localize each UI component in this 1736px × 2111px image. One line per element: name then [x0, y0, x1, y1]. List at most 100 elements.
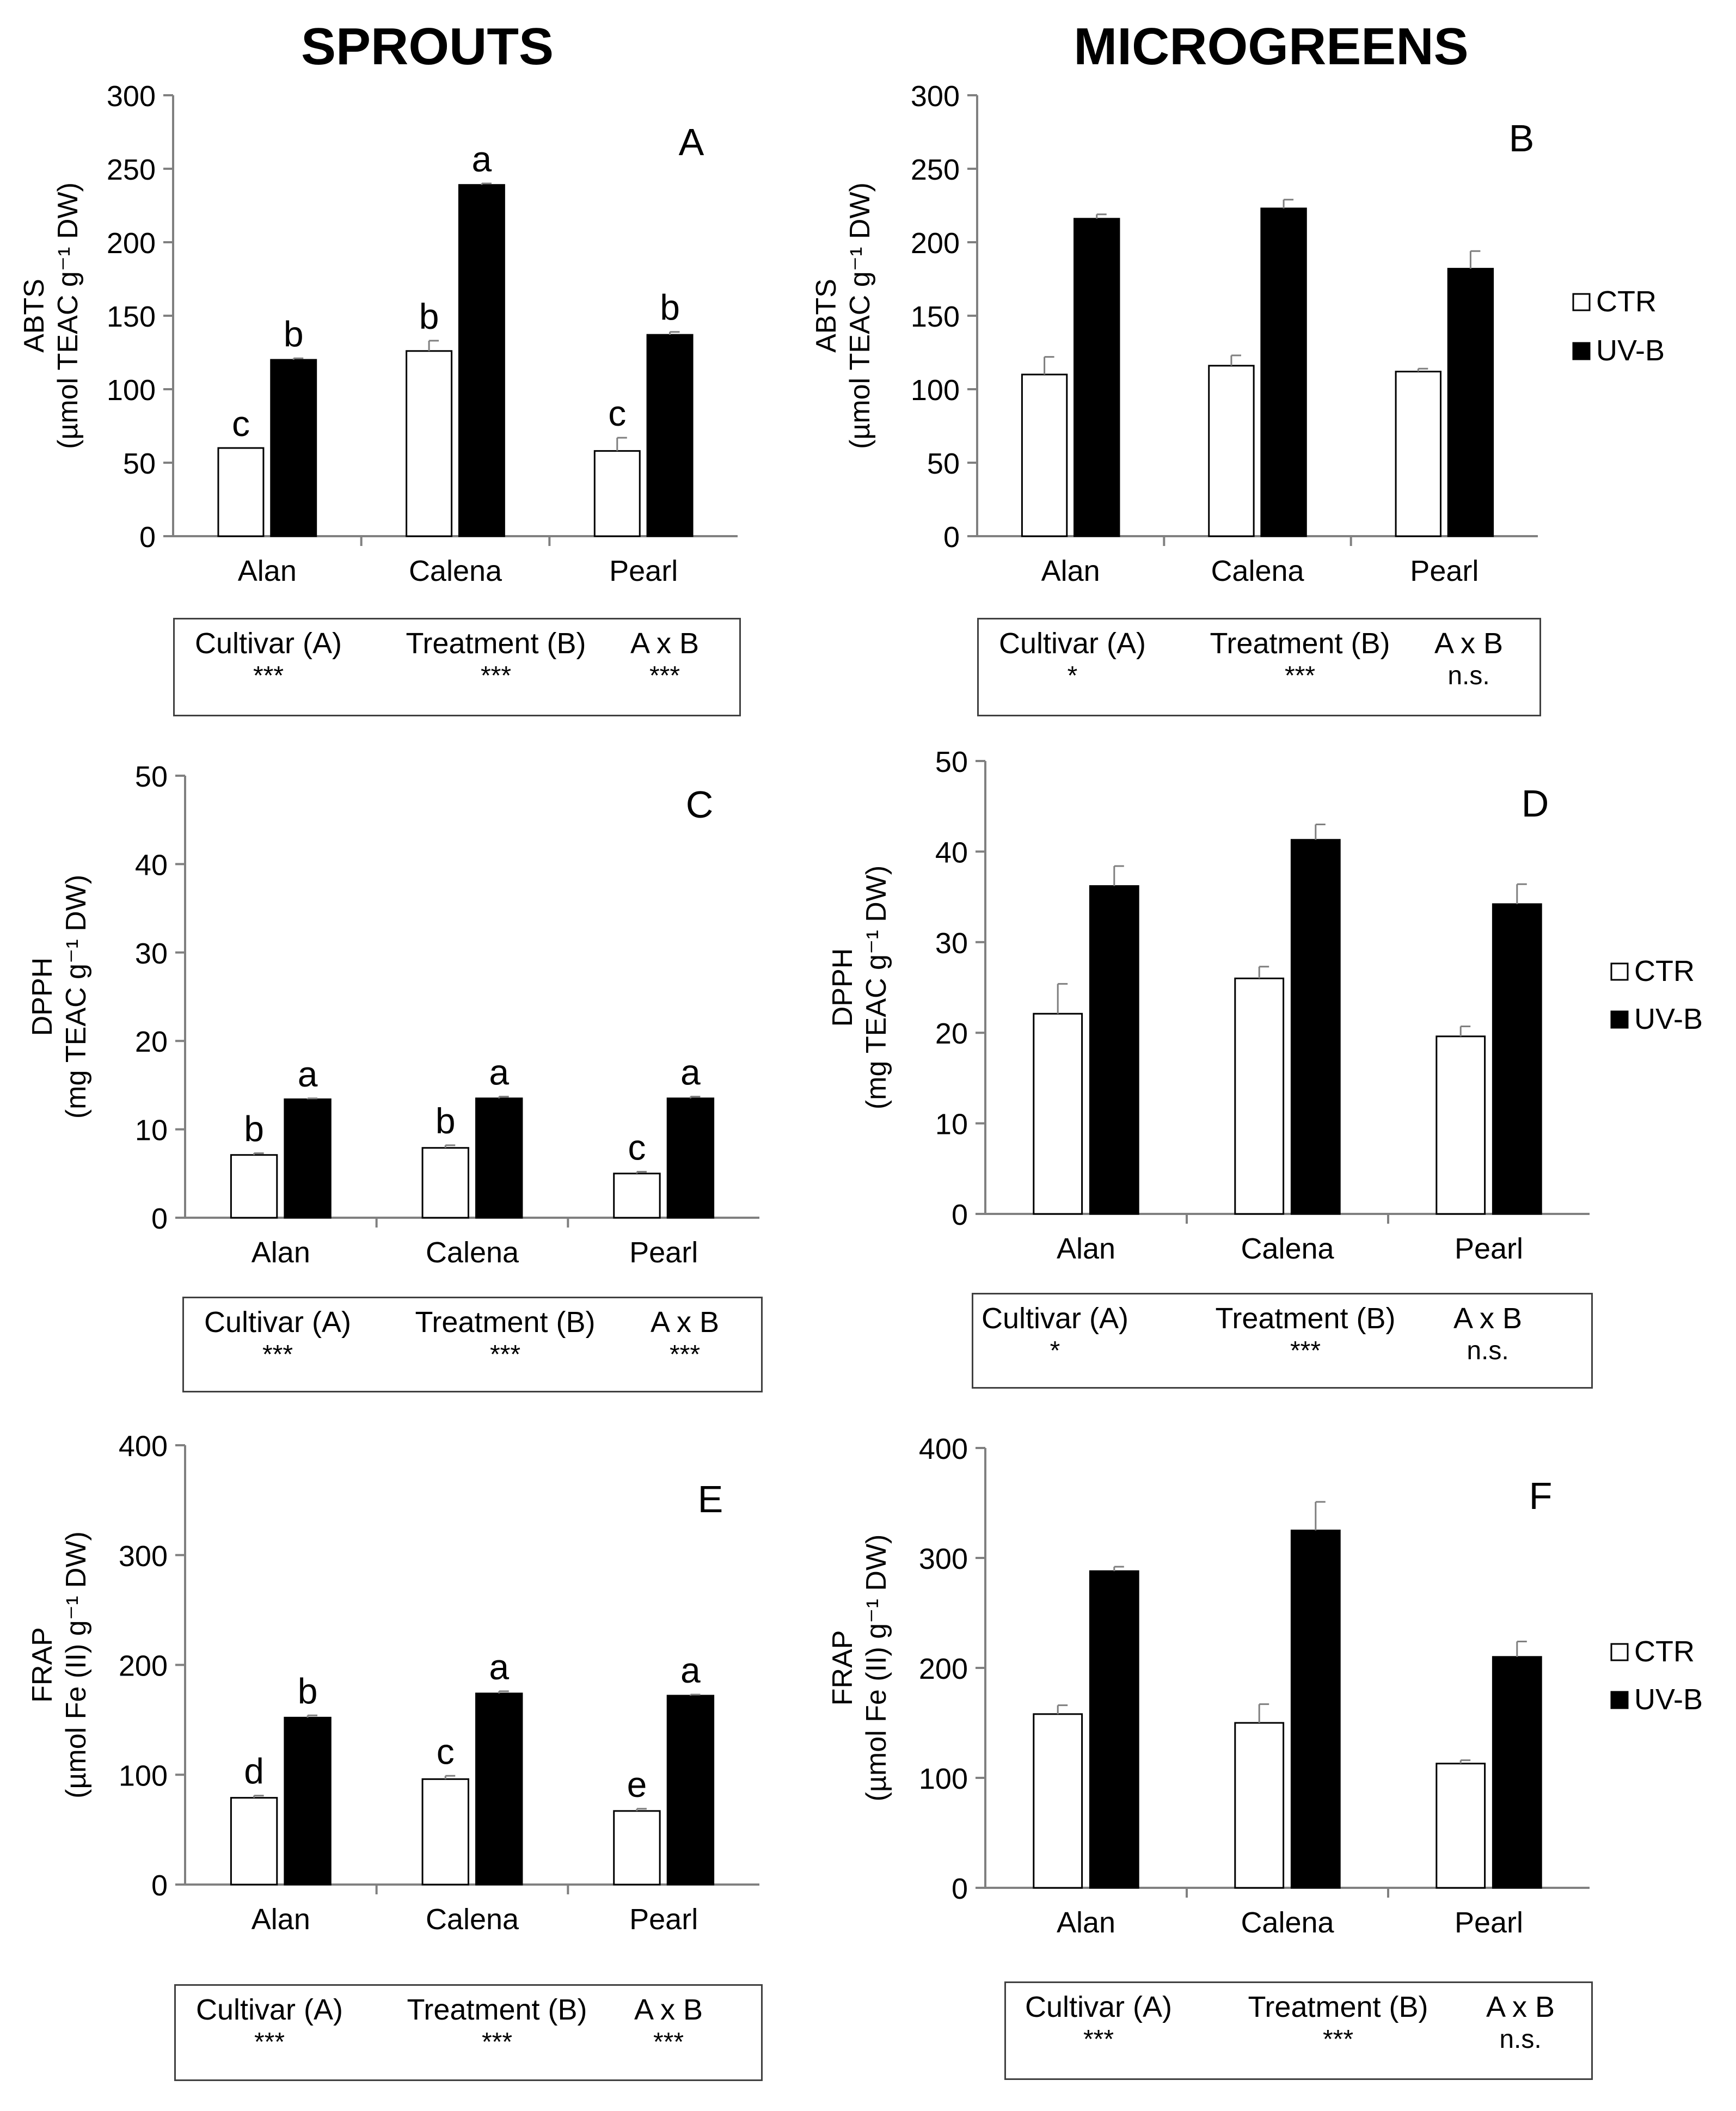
significance-letter: c	[232, 403, 250, 444]
panel-letter-d: D	[1522, 782, 1549, 825]
x-tick-label: Alan	[251, 1903, 310, 1936]
y-tick-label: 200	[119, 1650, 168, 1683]
bar-ctr-pearl	[1436, 1763, 1486, 1889]
anova-treatment: Treatment (B) ***	[1213, 1302, 1398, 1367]
significance-letter: b	[284, 314, 304, 354]
y-axis-label-units: (µmol TEAC g⁻¹ DW)	[52, 182, 84, 449]
significance-letter: a	[298, 1054, 318, 1094]
anova-interaction-label: A x B	[634, 1993, 703, 2026]
y-tick-label: 400	[119, 1430, 168, 1463]
anova-treatment-label: Treatment (B)	[1248, 1991, 1428, 2023]
anova-treatment: Treatment (B) ***	[404, 1993, 590, 2059]
anova-interaction-significance: n.s.	[1447, 661, 1490, 690]
anova-cultivar: Cultivar (A) ***	[1006, 1991, 1191, 2056]
bar-ctr-calena	[1208, 365, 1255, 537]
bar-uv-b-calena	[1290, 839, 1341, 1215]
y-axis-label: ABTS	[19, 279, 50, 353]
significance-letter: a	[680, 1650, 701, 1690]
anova-interaction-significance: ***	[649, 661, 680, 690]
y-tick-label: 200	[107, 227, 156, 260]
anova-box-a: Cultivar (A) *** Treatment (B) *** A x B ***	[173, 618, 741, 716]
x-tick-label: Pearl	[1455, 1906, 1523, 1939]
y-axis-label-units: (mg TEAC g⁻¹ DW)	[60, 875, 92, 1119]
significance-letter: b	[660, 287, 680, 328]
anova-treatment-label: Treatment (B)	[406, 627, 586, 660]
anova-treatment-significance: ***	[1322, 2025, 1354, 2054]
y-axis-label: FRAP	[27, 1627, 58, 1703]
y-tick-label: 400	[919, 1433, 968, 1465]
bar-uv-b-alan	[1074, 218, 1120, 537]
anova-treatment-significance: ***	[481, 2028, 513, 2057]
x-tick-label: Calena	[1211, 555, 1304, 587]
anova-cultivar-label: Cultivar (A)	[998, 627, 1146, 660]
y-tick-label: 50	[135, 760, 168, 793]
bar-ctr-alan	[1033, 1713, 1083, 1889]
chart-panel-b: 0 50 100 150 200 250 300 Alan Calena Pearl B ABTS (µ…	[811, 80, 1665, 587]
y-axis-label-units: (µmol TEAC g⁻¹ DW)	[844, 182, 876, 449]
panel-letter-a: A	[679, 121, 704, 163]
y-axis-label: DPPH	[27, 958, 58, 1036]
bar-uv-b-pearl	[1492, 903, 1542, 1215]
bar-ctr-alan	[230, 1797, 278, 1886]
legend-label-ctr: CTR	[1596, 285, 1657, 318]
legend-swatch-uv-b	[1610, 1010, 1629, 1029]
significance-letter: c	[437, 1731, 455, 1771]
column-title-sprouts: SPROUTS	[301, 17, 554, 76]
bar-ctr-calena	[421, 1778, 469, 1886]
y-tick-label: 100	[107, 374, 156, 407]
bar-uv-b-alan	[284, 1098, 332, 1219]
bar-uv-b-alan	[1089, 885, 1139, 1215]
bar-uv-b-calena	[475, 1097, 523, 1219]
anova-treatment-label: Treatment (B)	[1215, 1302, 1396, 1335]
legend-label-ctr: CTR	[1634, 955, 1695, 987]
legend-label-uv-b: UV-B	[1596, 334, 1665, 367]
significance-letter: a	[489, 1052, 509, 1093]
bar-ctr-alan	[230, 1154, 278, 1219]
bar-ctr-pearl	[1395, 371, 1441, 537]
bar-uv-b-alan	[284, 1716, 332, 1886]
x-tick-label: Alan	[1041, 555, 1100, 587]
x-tick-label: Alan	[1057, 1232, 1115, 1265]
x-tick-label: Calena	[1241, 1232, 1334, 1265]
legend-label-uv-b: UV-B	[1634, 1683, 1703, 1716]
x-tick-label: Calena	[426, 1236, 519, 1269]
y-tick-label: 0	[952, 1873, 968, 1905]
bar-ctr-calena	[421, 1147, 469, 1219]
anova-cultivar-significance: ***	[253, 661, 284, 690]
anova-cultivar: Cultivar (A) ***	[176, 627, 361, 692]
legend-swatch-ctr	[1610, 1643, 1629, 1661]
x-tick-label: Pearl	[629, 1236, 698, 1269]
bar-uv-b-calena	[1290, 1530, 1341, 1889]
anova-cultivar-significance: ***	[262, 1340, 293, 1369]
anova-treatment: Treatment (B) ***	[1207, 627, 1393, 692]
y-tick-label: 10	[935, 1108, 968, 1141]
anova-cultivar-label: Cultivar (A)	[194, 627, 342, 660]
y-tick-label: 300	[107, 80, 156, 113]
chart-panel-f: 0 100 200 300 400 Alan Calena Pearl F FRAP (µmol F…	[827, 1433, 1703, 1939]
y-tick-label: 10	[135, 1114, 168, 1147]
bar-uv-b-calena	[475, 1692, 523, 1886]
y-tick-label: 0	[139, 521, 156, 554]
column-title-microgreens: MICROGREENS	[1074, 17, 1468, 76]
significance-letter: e	[627, 1764, 647, 1805]
bar-uv-b-alan	[1089, 1570, 1139, 1889]
y-axis-label: FRAP	[827, 1630, 858, 1706]
bar-uv-b-alan	[270, 359, 317, 537]
anova-cultivar-significance: ***	[1083, 2025, 1114, 2054]
anova-interaction-significance: n.s.	[1499, 2025, 1542, 2054]
bar-ctr-alan	[1021, 373, 1068, 537]
anova-interaction-significance: ***	[669, 1340, 701, 1369]
panel-letter-c: C	[686, 783, 714, 826]
y-tick-label: 0	[151, 1202, 168, 1235]
anova-cultivar-label: Cultivar (A)	[195, 1993, 343, 2026]
anova-cultivar: Cultivar (A) ***	[185, 1306, 370, 1371]
anova-interaction: A x B ***	[592, 1306, 777, 1371]
legend-label-uv-b: UV-B	[1634, 1003, 1703, 1035]
anova-treatment-label: Treatment (B)	[415, 1306, 596, 1339]
anova-cultivar: Cultivar (A) *	[962, 1302, 1148, 1367]
significance-letter: b	[435, 1101, 456, 1141]
significance-letter: b	[244, 1108, 264, 1149]
